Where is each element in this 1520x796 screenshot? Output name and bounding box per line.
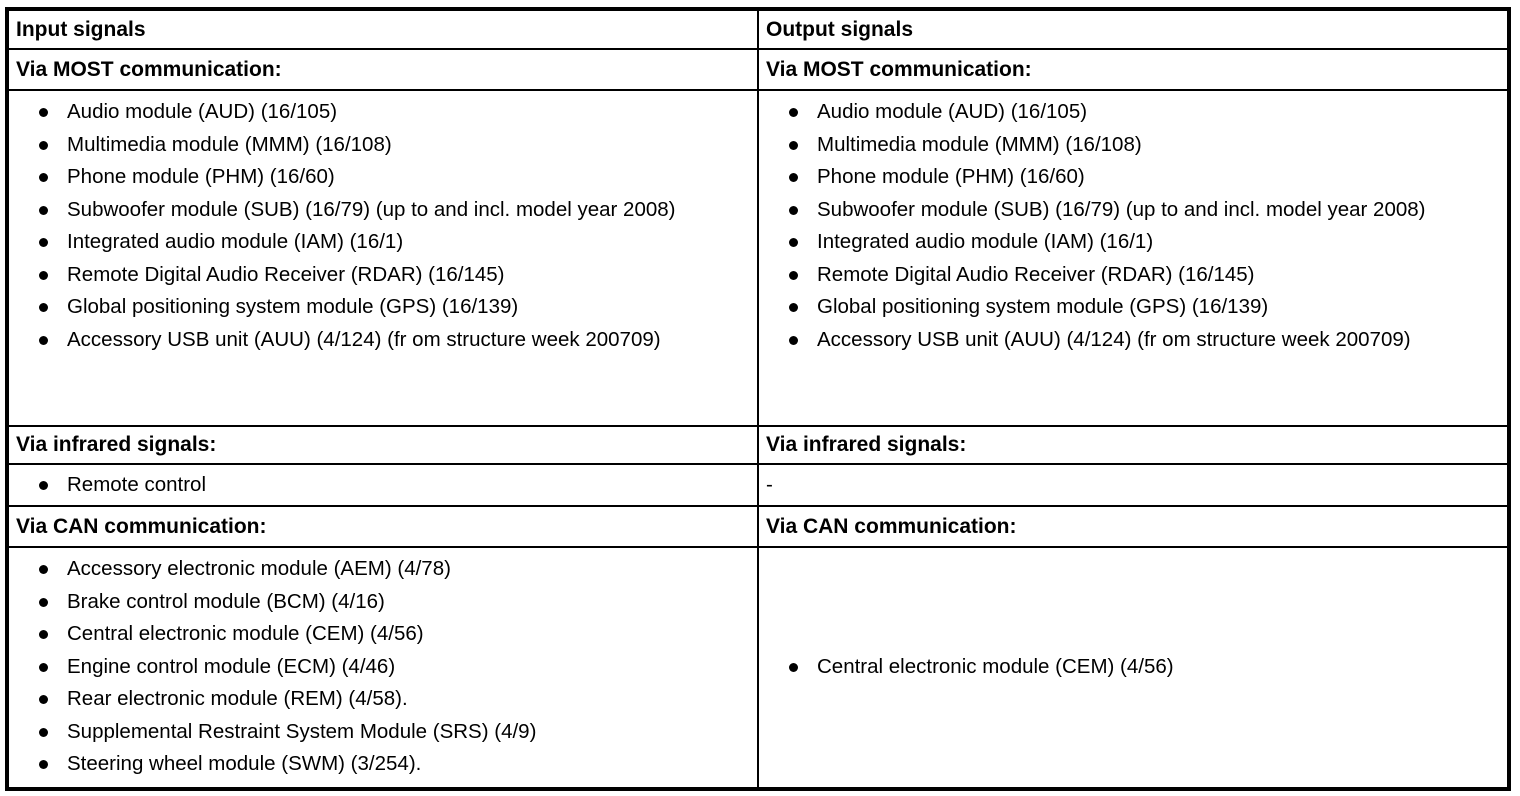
list-item-text: Multimedia module (MMM) (16/108) [67, 132, 392, 156]
list-item-text: Remote Digital Audio Receiver (RDAR) (16… [67, 262, 505, 286]
list-item-text: Multimedia module (MMM) (16/108) [817, 132, 1142, 156]
output-signals-header: Output signals [757, 8, 1510, 50]
bullet-icon [39, 173, 48, 182]
list-item: Multimedia module (MMM) (16/108) [760, 129, 1465, 162]
list-item: Steering wheel module (SWM) (3/254). [9, 748, 715, 781]
list-item: Accessory USB unit (AUU) (4/124) (fr om … [9, 324, 715, 357]
list-item: Engine control module (ECM) (4/46) [9, 651, 715, 684]
list-item-text: Steering wheel module (SWM) (3/254). [67, 752, 422, 775]
bullet-icon [39, 662, 48, 672]
bullet-icon [39, 335, 48, 345]
bullet-icon [789, 108, 798, 117]
list-item-text: Audio module (AUD) (16/105) [67, 100, 338, 123]
input-most-heading: Via MOST communication: [6, 48, 759, 91]
list-item-text: Accessory electronic module (AEM) (4/78) [67, 557, 451, 580]
bullet-icon [39, 695, 48, 704]
input-infrared-heading: Via infrared signals: [6, 425, 759, 465]
output-can-list: Central electronic module (CEM) (4/56) [757, 546, 1510, 790]
bullet-icon [789, 173, 798, 182]
list-item-text: Central electronic module (CEM) (4/56) [67, 622, 424, 645]
list-item: Supplemental Restraint System Module (SR… [9, 716, 715, 749]
input-infrared-list: Remote control [6, 463, 759, 507]
input-most-list: Audio module (AUD) (16/105) Multimedia m… [6, 89, 759, 427]
bullet-icon [39, 140, 48, 150]
list-item: Integrated audio module (IAM) (16/1) [9, 226, 715, 259]
list-item: Global positioning system module (GPS) (… [9, 291, 715, 324]
output-most-list: Audio module (AUD) (16/105) Multimedia m… [757, 89, 1510, 427]
bullet-icon [39, 565, 48, 574]
bullet-icon [39, 238, 48, 247]
bullet-icon [789, 303, 798, 312]
list-item: Phone module (PHM) (16/60) [9, 161, 715, 194]
bullet-icon [39, 205, 48, 215]
infrared-heading-row: Via infrared signals: Via infrared signa… [6, 425, 1510, 465]
list-item: Remote Digital Audio Receiver (RDAR) (16… [9, 259, 715, 292]
list-item: Subwoofer module (SUB) (16/79) (up to an… [9, 194, 715, 227]
signals-table: Input signals Output signals Via MOST co… [5, 7, 1511, 791]
input-signals-header: Input signals [6, 8, 759, 50]
input-can-heading: Via CAN communication: [6, 505, 759, 548]
list-item: Accessory USB unit (AUU) (4/124) (fr om … [760, 324, 1465, 357]
list-item: Remote Digital Audio Receiver (RDAR) (16… [760, 259, 1465, 292]
list-item: Remote control [9, 469, 715, 502]
output-infrared-heading: Via infrared signals: [757, 425, 1510, 465]
list-item: Brake control module (BCM) (4/16) [9, 586, 715, 619]
list-item-text: Accessory USB unit (AUU) (4/124) (fr om … [67, 327, 661, 351]
input-can-list: Accessory electronic module (AEM) (4/78)… [6, 546, 759, 790]
list-item-text: Supplemental Restraint System Module (SR… [67, 719, 537, 743]
list-item-text: Remote Digital Audio Receiver (RDAR) (16… [817, 262, 1255, 286]
bullet-icon [789, 205, 798, 215]
list-item: Central electronic module (CEM) (4/56) [9, 618, 715, 651]
bullet-icon [39, 727, 48, 737]
bullet-icon [39, 270, 48, 280]
list-item-text: Audio module (AUD) (16/105) [817, 100, 1088, 123]
most-list-row: Audio module (AUD) (16/105) Multimedia m… [6, 89, 1510, 427]
list-item-text: Subwoofer module (SUB) (16/79) (up to an… [817, 197, 1426, 221]
list-item: Rear electronic module (REM) (4/58). [9, 683, 715, 716]
output-can-heading: Via CAN communication: [757, 505, 1510, 548]
list-item: Subwoofer module (SUB) (16/79) (up to an… [760, 194, 1465, 227]
bullet-icon [39, 108, 48, 117]
output-infrared-empty: - [757, 463, 1510, 507]
list-item-text: Engine control module (ECM) (4/46) [67, 654, 396, 678]
bullet-icon [789, 335, 798, 345]
list-item: Integrated audio module (IAM) (16/1) [760, 226, 1465, 259]
list-item: Phone module (PHM) (16/60) [760, 161, 1465, 194]
list-item-text: Central electronic module (CEM) (4/56) [817, 655, 1174, 679]
list-item-text: Global positioning system module (GPS) (… [817, 295, 1269, 318]
bullet-icon [39, 480, 48, 490]
bullet-icon [39, 303, 48, 312]
list-item-text: Brake control module (BCM) (4/16) [67, 589, 385, 613]
list-item-text: Remote control [67, 472, 207, 496]
bullet-icon [39, 630, 48, 639]
list-item: Central electronic module (CEM) (4/56) [760, 651, 1465, 684]
list-item-text: Integrated audio module (IAM) (16/1) [817, 230, 1154, 253]
list-item-text: Phone module (PHM) (16/60) [817, 165, 1085, 188]
list-item-text: Integrated audio module (IAM) (16/1) [67, 230, 404, 253]
bullet-icon [789, 270, 798, 280]
list-item: Accessory electronic module (AEM) (4/78) [9, 553, 715, 586]
table-header-row: Input signals Output signals [6, 8, 1510, 50]
list-item-text: Phone module (PHM) (16/60) [67, 165, 335, 188]
bullet-icon [789, 663, 798, 673]
list-item-text: Subwoofer module (SUB) (16/79) (up to an… [67, 197, 676, 221]
list-item: Audio module (AUD) (16/105) [9, 96, 715, 129]
bullet-icon [789, 238, 798, 247]
bullet-icon [39, 597, 48, 607]
can-list-row: Accessory electronic module (AEM) (4/78)… [6, 546, 1510, 790]
list-item-text: Global positioning system module (GPS) (… [67, 295, 519, 318]
most-heading-row: Via MOST communication: Via MOST communi… [6, 48, 1510, 91]
can-heading-row: Via CAN communication: Via CAN communica… [6, 505, 1510, 548]
infrared-list-row: Remote control - [6, 463, 1510, 507]
list-item: Global positioning system module (GPS) (… [760, 291, 1465, 324]
list-item-text: Rear electronic module (REM) (4/58). [67, 687, 408, 710]
bullet-icon [39, 760, 48, 769]
bullet-icon [789, 140, 798, 150]
list-item: Multimedia module (MMM) (16/108) [9, 129, 715, 162]
list-item: Audio module (AUD) (16/105) [760, 96, 1465, 129]
list-item-text: Accessory USB unit (AUU) (4/124) (fr om … [817, 327, 1411, 351]
output-most-heading: Via MOST communication: [757, 48, 1510, 91]
